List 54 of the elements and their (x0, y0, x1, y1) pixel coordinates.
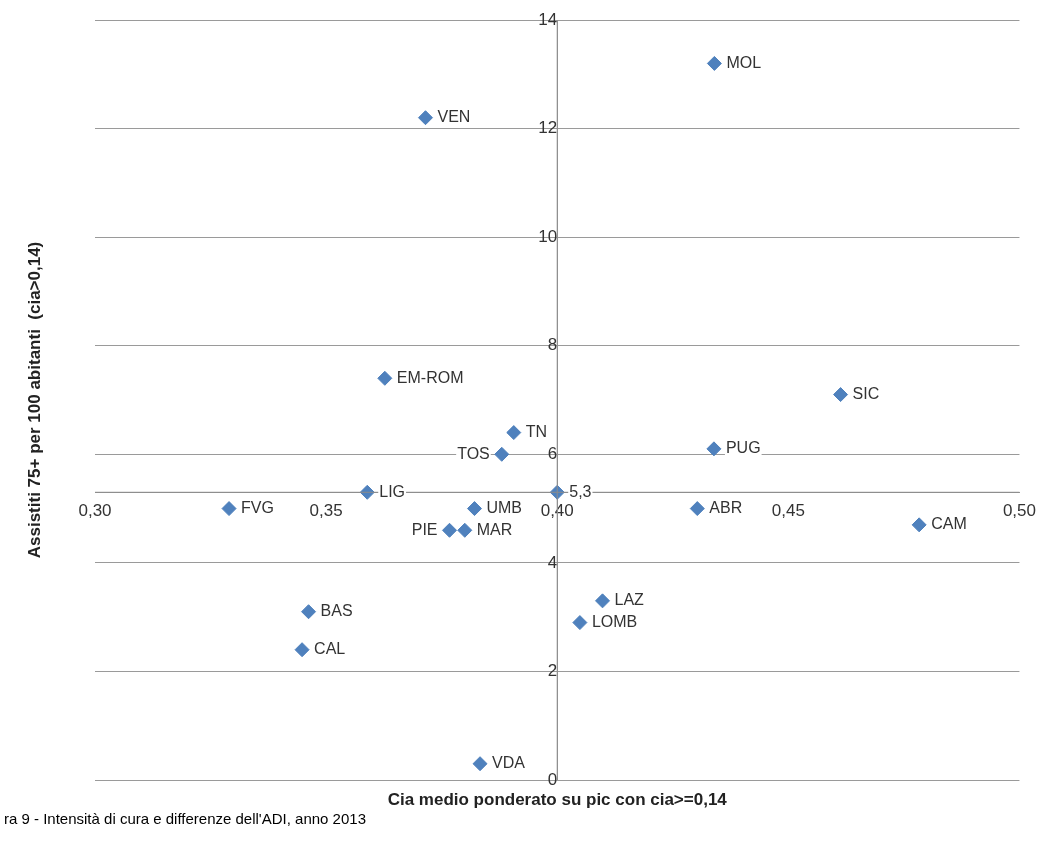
annotation: PUG (725, 439, 761, 457)
annotation: EM-ROM (396, 368, 464, 386)
annotation: 5,3 (569, 482, 592, 500)
point (457, 522, 473, 538)
y-tick-label: 2 (547, 661, 558, 681)
y-tick-label: 14 (538, 9, 558, 29)
point (377, 370, 393, 386)
annotation: LIG (379, 482, 406, 500)
annotation: LOMB (591, 612, 638, 630)
point (706, 441, 722, 457)
point (833, 387, 849, 403)
annotation: UMB (486, 498, 523, 516)
text: ra 9 - Intensità di cura e differenze dell'ADI, anno 2013 (4, 810, 366, 828)
point (442, 522, 458, 538)
annotation: LAZ (614, 591, 645, 609)
point (595, 593, 611, 609)
x-tick-label: 0,30 (78, 501, 112, 521)
annotation: VDA (492, 754, 526, 772)
y-tick-label: 8 (547, 335, 558, 355)
y-tick-label: 10 (538, 226, 558, 246)
annotation: SIC (852, 384, 880, 402)
point (572, 615, 588, 631)
y-tick-label: 0 (547, 769, 558, 789)
annotation: BAS (320, 602, 353, 620)
x-tick-label: 0,35 (309, 501, 343, 521)
annotation: PIE (411, 520, 438, 538)
y-tick-label: 6 (547, 443, 558, 463)
point (506, 425, 522, 441)
y-tick-label: 12 (538, 118, 558, 138)
y-axis-title: Assistiti 75+ per 100 abitanti (cia>0,14) (24, 241, 44, 559)
annotation: MAR (476, 520, 513, 538)
point (417, 110, 433, 126)
annotation: ABR (709, 498, 743, 516)
x-axis-title: Cia medio ponderato su pic con cia>=0,14 (387, 789, 728, 809)
annotation: VEN (437, 108, 471, 126)
point (911, 517, 927, 533)
annotation: CAM (931, 515, 967, 533)
point (472, 756, 488, 772)
annotation: MOL (726, 53, 762, 71)
annotation: CAL (314, 640, 346, 658)
point (294, 642, 310, 658)
x-tick-label: 0,45 (771, 501, 805, 521)
point (706, 55, 722, 71)
x-tick-label: 0,40 (540, 501, 574, 521)
annotation: FVG (241, 498, 274, 516)
y-tick-label: 4 (547, 552, 558, 572)
point (689, 501, 705, 517)
annotation: TN (525, 422, 548, 440)
point (301, 604, 317, 620)
x-tick-label: 0,50 (1002, 501, 1036, 521)
annotation: TOS (457, 444, 490, 462)
point (494, 446, 510, 462)
point (466, 501, 482, 517)
point (221, 501, 237, 517)
